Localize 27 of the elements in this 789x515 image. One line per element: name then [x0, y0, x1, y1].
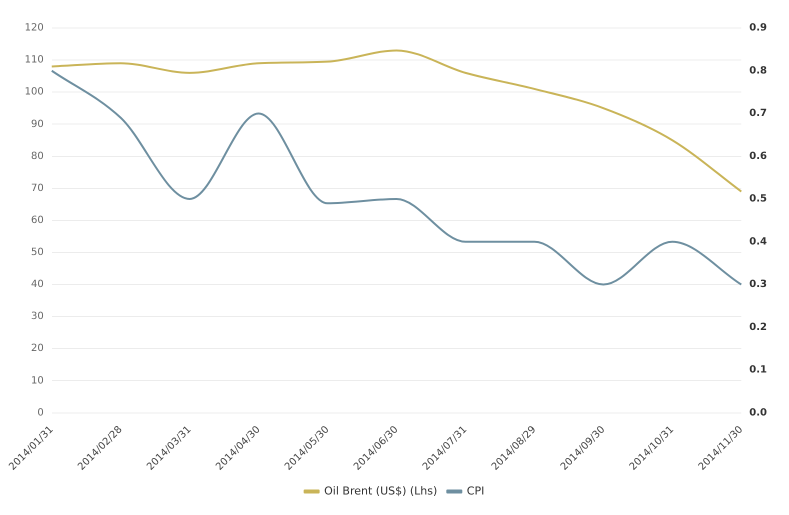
- y-tick-label: 100: [24, 86, 44, 98]
- legend-label: Oil Brent (US$) (Lhs): [324, 484, 438, 498]
- y-tick-label: 40: [31, 279, 44, 290]
- y2-tick-label: 0.2: [749, 322, 768, 333]
- y2-tick-label: 0.9: [749, 22, 768, 34]
- y2-tick-label: 0.1: [749, 364, 768, 376]
- y-tick-label: 30: [31, 311, 44, 322]
- y-tick-label: 10: [31, 375, 44, 386]
- y-tick-label: 0: [37, 407, 44, 418]
- y-tick-label: 20: [31, 343, 44, 354]
- y2-tick-label: 0.8: [749, 65, 768, 76]
- line-series: [50, 49, 742, 193]
- y2-tick-label: 0.7: [749, 108, 768, 120]
- y2-tick-label: 0.5: [749, 194, 768, 205]
- y2-tick-label: 0.4: [749, 236, 768, 248]
- y-tick-label: 120: [24, 22, 44, 34]
- line-series: [50, 70, 742, 286]
- legend-label: CPI: [466, 484, 484, 498]
- y-tick-label: 90: [31, 118, 44, 130]
- y-tick-label: 50: [31, 247, 44, 258]
- y-tick-label: 70: [31, 182, 44, 194]
- y2-tick-label: 0.0: [749, 407, 768, 418]
- y2-tick-label: 0.3: [749, 279, 768, 290]
- y2-tick-label: 0.6: [749, 150, 768, 162]
- y-tick-label: 80: [31, 150, 44, 162]
- y-tick-label: 110: [24, 54, 44, 66]
- y-tick-label: 60: [31, 214, 44, 226]
